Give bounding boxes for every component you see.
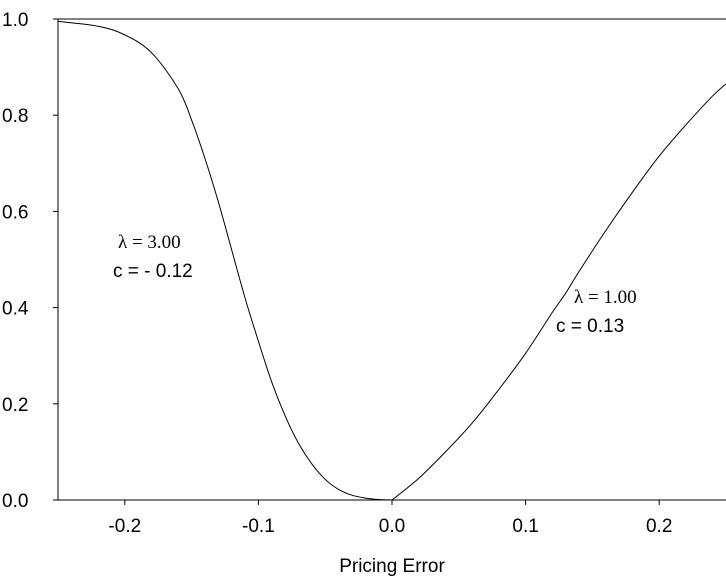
y-tick-label: 0.0 (2, 491, 28, 512)
annotation-lambda-right: λ = 1.00 (574, 287, 637, 308)
y-tick-label: 0.6 (2, 202, 28, 223)
y-tick-label: 0.2 (2, 395, 28, 416)
annotation-lambda-left: λ = 3.00 (118, 232, 181, 253)
x-tick-label: 0.0 (379, 516, 405, 537)
series-line-positive (391, 83, 726, 501)
annotations: λ = 3.00 c = - 0.12 λ = 1.00 c = 0.13 (113, 232, 637, 337)
x-tick-label: -0.1 (242, 516, 275, 537)
series-line-negative (57, 20, 393, 501)
x-tick-label: -0.2 (108, 516, 141, 537)
x-axis-label: Pricing Error (339, 556, 445, 577)
y-tick-label: 1.0 (2, 10, 28, 31)
y-tick-label: 0.4 (2, 299, 29, 320)
annotation-c-right: c = 0.13 (556, 316, 624, 337)
axes: 0.0 0.2 0.4 0.6 0.8 1.0 -0.2 -0.1 0.0 0.1 0.2 (2, 10, 726, 537)
annotation-c-left: c = - 0.12 (113, 261, 193, 282)
curves (57, 20, 726, 501)
y-tick-label: 0.8 (2, 106, 28, 127)
x-tick-label: 0.2 (646, 516, 672, 537)
x-tick-label: 0.1 (512, 516, 538, 537)
